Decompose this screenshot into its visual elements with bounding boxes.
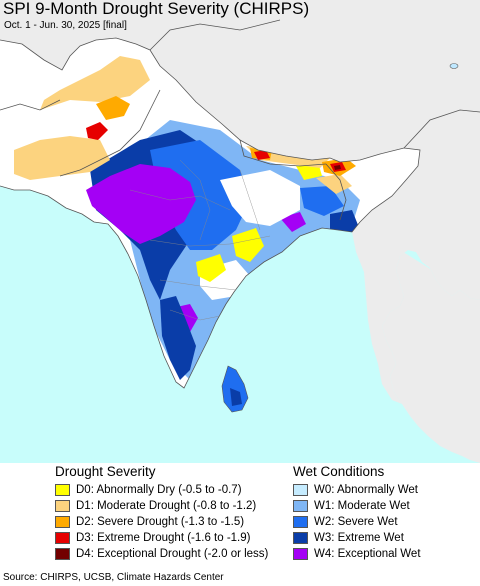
- title-block: SPI 9-Month Drought Severity (CHIRPS) Oc…: [0, 0, 480, 31]
- page-subtitle: Oct. 1 - Jun. 30, 2025 [final]: [4, 20, 127, 31]
- drought-d0-deccan: [196, 254, 226, 282]
- legend-swatch-w1: [293, 500, 308, 512]
- legend-swatch-w4: [293, 548, 308, 560]
- legend-swatch-d0: [55, 484, 70, 496]
- wet-w4-west: [86, 164, 196, 244]
- legend-label-w2: W2: Severe Wet: [314, 516, 398, 528]
- legend-label-d0: D0: Abnormally Dry (-0.5 to -0.7): [76, 484, 242, 496]
- drought-d3-nepal: [254, 150, 270, 160]
- legend-label-w0: W0: Abnormally Wet: [314, 484, 418, 496]
- legend-label-d4: D4: Exceptional Drought (-2.0 or less): [76, 548, 269, 560]
- legend-swatch-w0: [293, 484, 308, 496]
- sri-lanka: [221, 365, 249, 413]
- neutral-central: [220, 170, 300, 226]
- drought-d2-afg: [96, 96, 130, 120]
- legend-swatch-d1: [55, 500, 70, 512]
- legend-label-w3: W3: Extreme Wet: [314, 532, 404, 544]
- map-svg: [0, 0, 480, 463]
- drought-d3-kashmir: [86, 122, 108, 140]
- legend-label-d3: D3: Extreme Drought (-1.6 to -1.9): [76, 532, 251, 544]
- drought-d1-north: [40, 56, 150, 110]
- legend: Drought Severity D0: Abnormally Dry (-0.…: [0, 463, 480, 569]
- drought-d4-bhutan: [334, 165, 341, 170]
- drought-d1-pakistan: [14, 136, 110, 180]
- land-myanmar: [352, 210, 408, 404]
- sri-lanka-wet: [230, 388, 242, 406]
- legend-label-d2: D2: Severe Drought (-1.3 to -1.5): [76, 516, 245, 528]
- legend-swatch-d4: [55, 548, 70, 560]
- wet-w2-east: [300, 186, 344, 216]
- legend-swatch-d3: [55, 532, 70, 544]
- legend-label-d1: D1: Moderate Drought (-0.8 to -1.2): [76, 500, 257, 512]
- legend-swatch-w3: [293, 532, 308, 544]
- legend-swatch-d2: [55, 516, 70, 528]
- legend-label-w1: W1: Moderate Wet: [314, 500, 410, 512]
- legend-label-w4: W4: Exceptional Wet: [314, 548, 421, 560]
- land-outside-east: [372, 140, 480, 300]
- lake-marker: [449, 63, 459, 69]
- legend-drought-heading: Drought Severity: [55, 464, 156, 479]
- land-outside-top: [0, 0, 480, 162]
- admin-borders: [129, 159, 271, 321]
- country-borders: [0, 19, 480, 389]
- drought-d0-central: [232, 228, 264, 262]
- legend-swatch-w2: [293, 516, 308, 528]
- page-title: SPI 9-Month Drought Severity (CHIRPS): [3, 0, 310, 18]
- legend-wet-heading: Wet Conditions: [293, 464, 385, 479]
- source-credit: Source: CHIRPS, UCSB, Climate Hazards Ce…: [3, 572, 224, 583]
- wet-w3-south: [160, 296, 196, 380]
- drought-map: [0, 0, 480, 463]
- wet-w3-east: [330, 210, 360, 236]
